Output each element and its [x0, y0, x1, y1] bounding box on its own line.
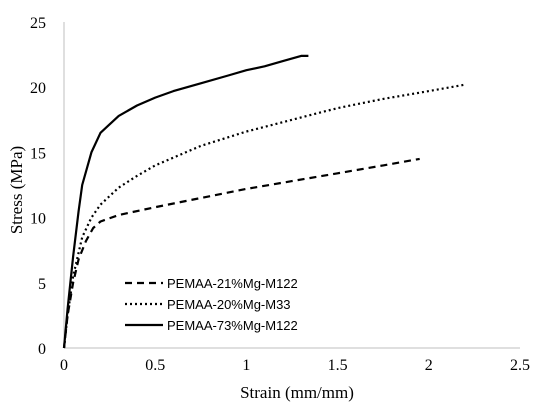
y-tick-label: 0 [38, 341, 46, 358]
y-tick-label: 20 [30, 80, 46, 97]
x-tick-label: 0 [60, 357, 68, 374]
x-tick-label: 2.5 [510, 357, 530, 374]
y-tick-label: 10 [30, 211, 46, 228]
x-axis-label: Strain (mm/mm) [240, 383, 354, 402]
x-tick-label: 2 [425, 357, 433, 374]
series-lines [62, 54, 466, 349]
y-tick-labels: 0 5 10 15 20 25 [30, 15, 46, 358]
series-line-3 [62, 54, 309, 349]
legend: PEMAA-21%Mg-M122 PEMAA-20%Mg-M33 PEMAA-73%… [125, 276, 298, 333]
legend-label-3: PEMAA-73%Mg-M122 [167, 318, 298, 333]
y-tick-label: 5 [38, 276, 46, 293]
series-line-1 [62, 157, 420, 349]
x-tick-label: 1.5 [328, 357, 348, 374]
legend-label-1: PEMAA-21%Mg-M122 [167, 276, 298, 291]
x-tick-label: 1 [242, 357, 250, 374]
y-tick-label: 25 [30, 15, 46, 32]
y-tick-label: 15 [30, 145, 46, 162]
plot-area: 0 0.5 1 1.5 2 2.5 0 5 10 15 20 25 [30, 15, 530, 374]
legend-label-2: PEMAA-20%Mg-M33 [167, 297, 291, 312]
x-tick-labels: 0 0.5 1 1.5 2 2.5 [60, 357, 530, 374]
x-tick-label: 0.5 [145, 357, 165, 374]
y-axis-label: Stress (MPa) [7, 146, 26, 234]
